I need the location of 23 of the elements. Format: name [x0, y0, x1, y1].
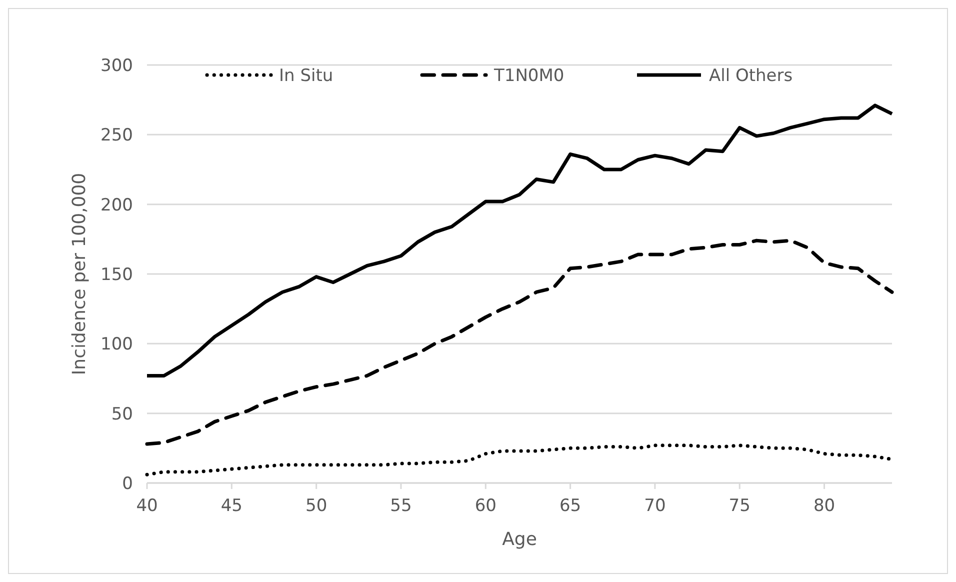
legend-label: In Situ	[279, 66, 334, 86]
x-axis-title: Age	[502, 529, 537, 550]
legend-label: All Others	[709, 66, 793, 86]
line-series	[145, 104, 894, 378]
x-tick-label: 60	[474, 496, 496, 516]
y-axis-title: Incidence per 100,000	[69, 172, 90, 376]
y-tick-label: 0	[122, 474, 133, 494]
y-tick-label: 200	[100, 195, 133, 216]
y-tick-label: 300	[100, 56, 133, 76]
y-tick-label: 150	[100, 264, 133, 285]
y-tick-label: 250	[100, 126, 133, 146]
line-series	[145, 238, 894, 446]
x-tick-label: 45	[220, 496, 242, 516]
x-tick-label: 50	[306, 496, 328, 516]
x-tick-label: 70	[644, 496, 666, 516]
x-tick-label: 55	[390, 496, 412, 516]
x-tick-label: 75	[728, 496, 750, 516]
legend-label: T1N0M0	[493, 66, 564, 86]
y-tick-label: 50	[111, 404, 133, 424]
x-tick-label: 80	[813, 496, 836, 516]
x-tick-label: 65	[559, 496, 582, 516]
y-tick-label: 100	[100, 334, 133, 355]
x-tick-label: 40	[136, 496, 158, 516]
